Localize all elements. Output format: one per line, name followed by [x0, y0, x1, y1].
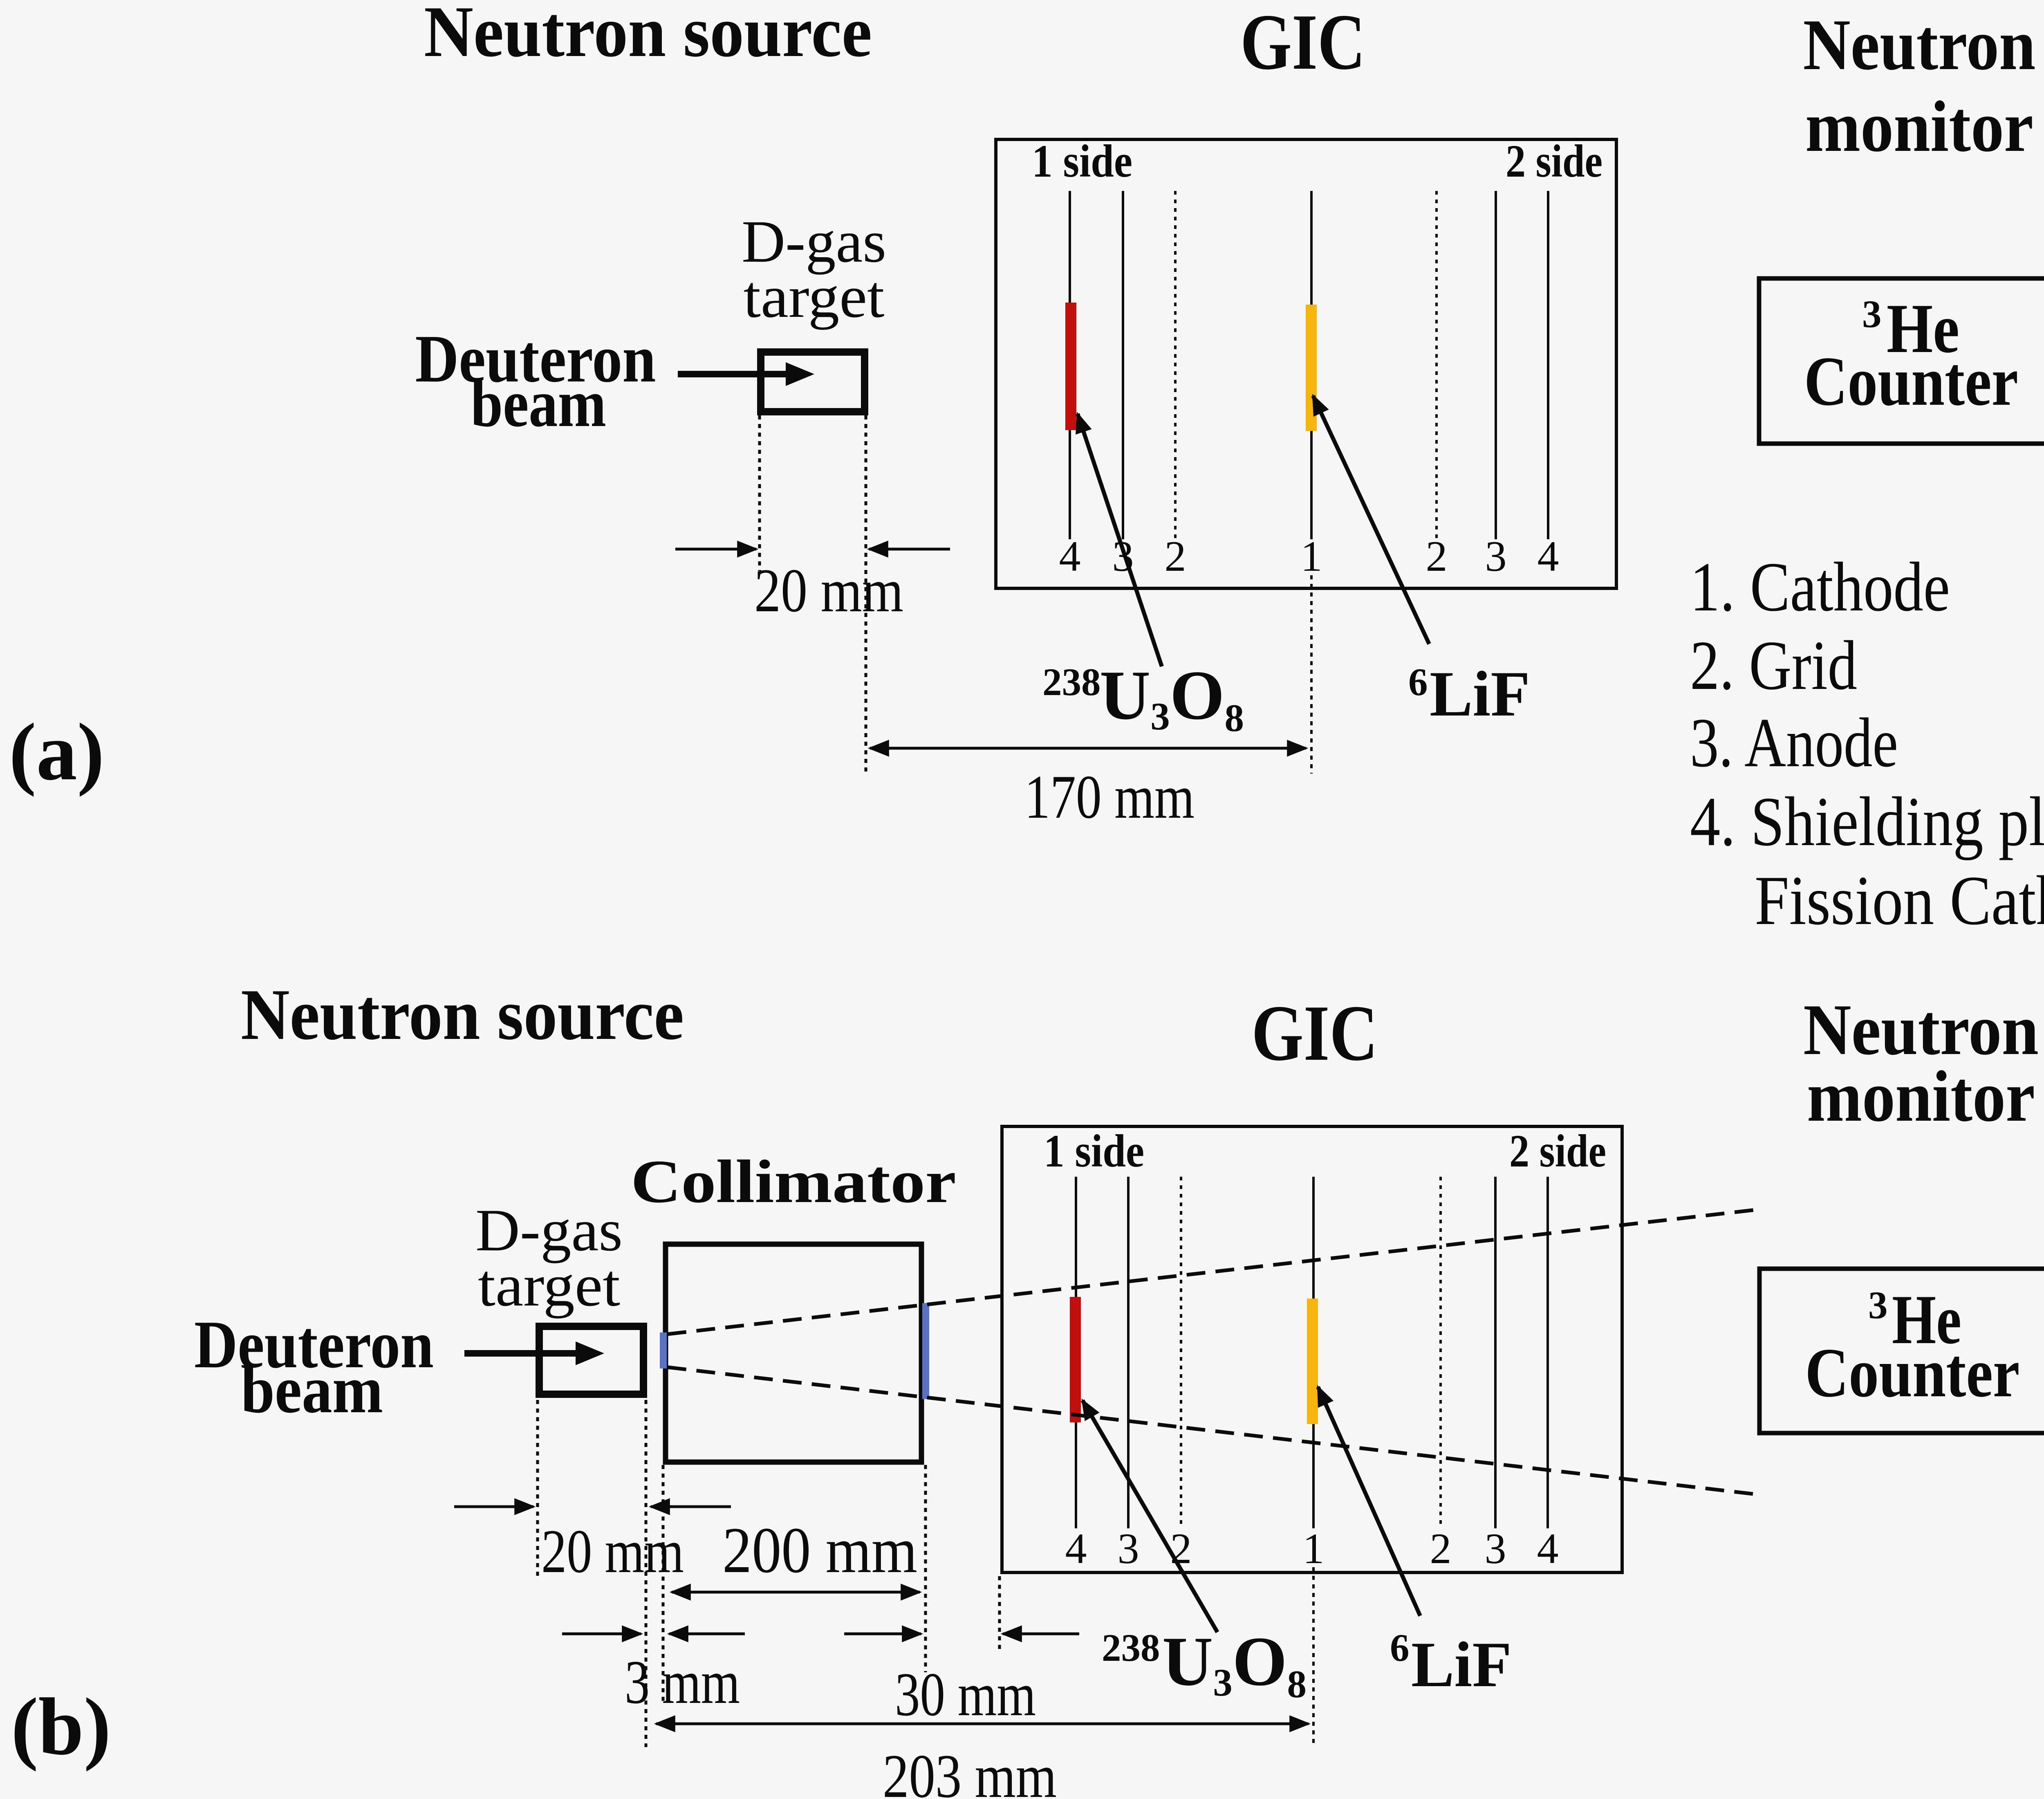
svg-text:3: 3: [1118, 1525, 1139, 1572]
svg-text:Counter: Counter: [1805, 1334, 2020, 1412]
svg-text:4: 4: [1059, 532, 1081, 580]
svg-text:target: target: [478, 1252, 620, 1319]
svg-text:U3O8: U3O8: [1100, 657, 1244, 740]
svg-text:1. Cathode: 1. Cathode: [1690, 548, 1950, 626]
svg-text:238: 238: [1102, 1626, 1160, 1669]
svg-text:6: 6: [1408, 660, 1428, 704]
svg-text:20 mm: 20 mm: [541, 1517, 684, 1586]
svg-text:170 mm: 170 mm: [1024, 763, 1195, 831]
svg-text:beam: beam: [241, 1352, 383, 1427]
svg-text:1: 1: [1301, 532, 1322, 580]
svg-text:1 side: 1 side: [1032, 136, 1132, 187]
svg-text:He: He: [1892, 1281, 1961, 1359]
svg-text:Neutron source: Neutron source: [424, 0, 872, 72]
svg-text:Neutron source: Neutron source: [241, 974, 684, 1055]
svg-text:U3O8: U3O8: [1162, 1623, 1307, 1706]
svg-text:4. Shielding plate or: 4. Shielding plate or: [1690, 783, 2044, 861]
svg-text:2: 2: [1426, 532, 1448, 580]
svg-text:2 side: 2 side: [1509, 1126, 1606, 1177]
svg-text:LiF: LiF: [1430, 658, 1530, 730]
svg-text:(a): (a): [9, 707, 104, 797]
svg-text:30 mm: 30 mm: [895, 1660, 1036, 1729]
svg-text:GIC: GIC: [1240, 0, 1365, 86]
svg-text:GIC: GIC: [1252, 989, 1378, 1077]
svg-text:4: 4: [1537, 1525, 1559, 1572]
svg-text:2: 2: [1165, 532, 1186, 580]
svg-text:Deuteron: Deuteron: [415, 321, 656, 396]
svg-text:Deuteron: Deuteron: [194, 1307, 434, 1382]
svg-text:3. Anode: 3. Anode: [1690, 704, 1898, 782]
svg-text:6: 6: [1390, 1626, 1410, 1669]
svg-text:3: 3: [1485, 1525, 1506, 1572]
svg-text:Counter: Counter: [1804, 343, 2018, 420]
svg-text:4: 4: [1065, 1525, 1087, 1572]
svg-text:1 side: 1 side: [1044, 1126, 1144, 1177]
svg-text:monitor: monitor: [1807, 1056, 2035, 1137]
svg-text:He: He: [1887, 290, 1959, 368]
svg-text:4: 4: [1537, 532, 1559, 580]
svg-text:238: 238: [1042, 660, 1101, 704]
svg-text:3 mm: 3 mm: [625, 1648, 740, 1716]
svg-text:2: 2: [1430, 1525, 1452, 1572]
svg-text:target: target: [744, 263, 885, 330]
svg-text:3: 3: [1862, 292, 1882, 336]
svg-text:(b): (b): [11, 1682, 111, 1772]
svg-text:20 mm: 20 mm: [754, 556, 903, 625]
svg-text:LiF: LiF: [1411, 1629, 1512, 1700]
svg-text:Neutron: Neutron: [1803, 989, 2039, 1070]
svg-text:D-gas: D-gas: [475, 1197, 623, 1263]
svg-text:2: 2: [1170, 1525, 1192, 1572]
svg-text:2. Grid: 2. Grid: [1690, 627, 1857, 704]
svg-text:beam: beam: [471, 366, 606, 441]
svg-text:203 mm: 203 mm: [883, 1742, 1057, 1799]
svg-text:3: 3: [1485, 532, 1507, 580]
svg-text:Neutron: Neutron: [1803, 4, 2036, 85]
svg-text:2 side: 2 side: [1506, 136, 1602, 187]
svg-text:D-gas: D-gas: [742, 208, 886, 275]
svg-text:200 mm: 200 mm: [722, 1514, 917, 1586]
svg-text:Collimator: Collimator: [631, 1148, 956, 1216]
svg-text:3: 3: [1868, 1283, 1888, 1327]
svg-text:monitor: monitor: [1805, 86, 2033, 167]
svg-text:1: 1: [1303, 1525, 1325, 1572]
svg-text:Fission Cathode: Fission Cathode: [1755, 862, 2044, 940]
